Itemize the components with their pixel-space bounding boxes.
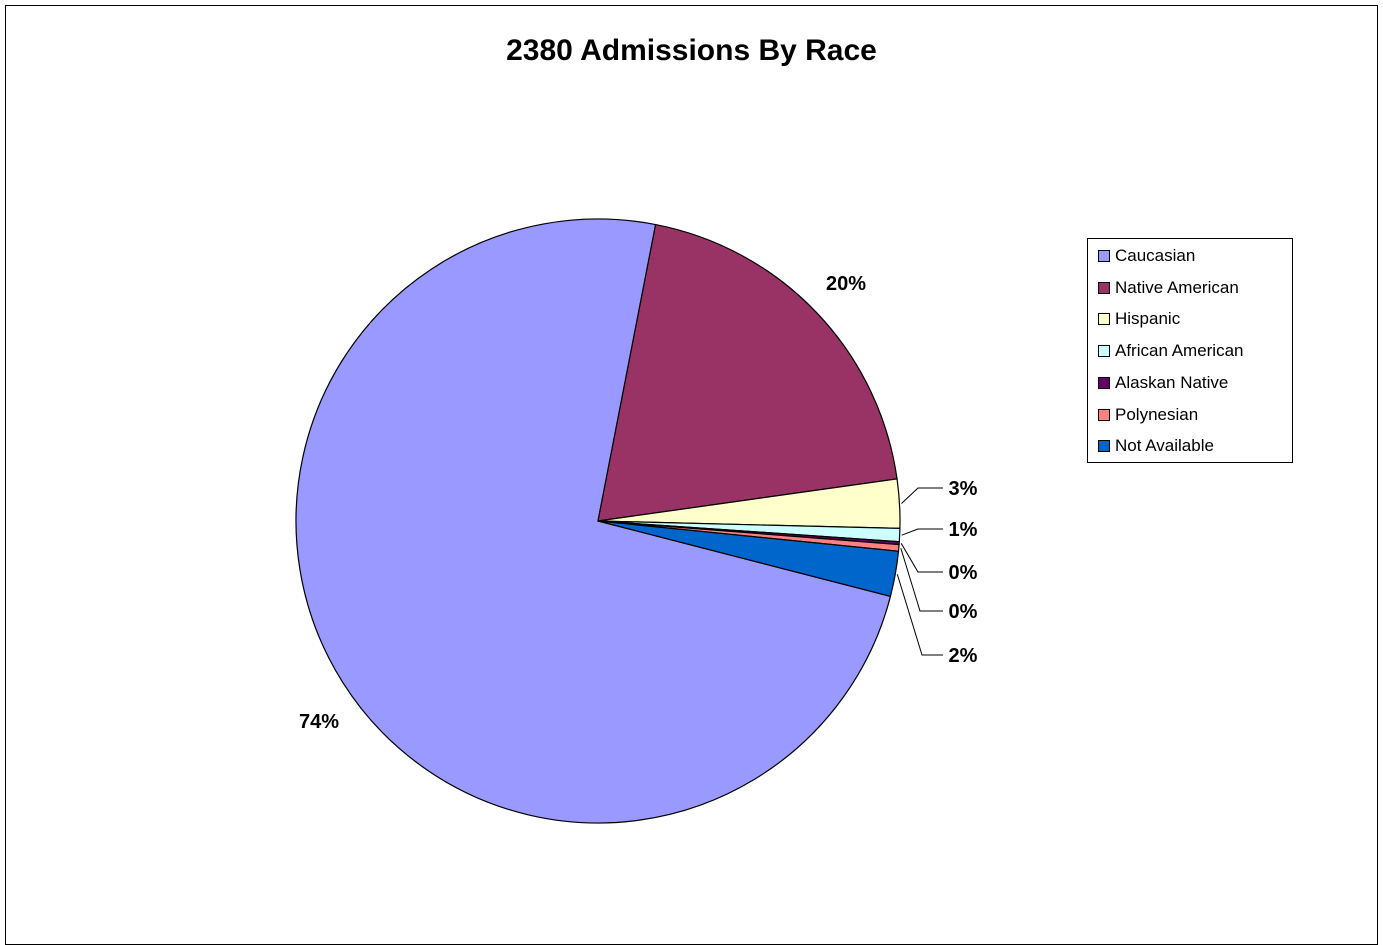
legend-label: Alaskan Native bbox=[1115, 372, 1229, 392]
legend-swatch bbox=[1098, 345, 1110, 358]
legend-label: Caucasian bbox=[1115, 246, 1196, 265]
pie-slice-not-available bbox=[597, 520, 900, 598]
data-label-polynesian: 0% bbox=[949, 601, 978, 623]
legend-label: Hispanic bbox=[1115, 309, 1181, 329]
data-label-alaskan-native: 0% bbox=[949, 562, 978, 584]
legend-item-caucasian: Caucasian bbox=[1098, 244, 1195, 268]
legend-item-alaskan-native: Alaskan Native bbox=[1098, 371, 1228, 395]
legend-item-polynesian: Polynesian bbox=[1098, 403, 1198, 427]
legend-label: Polynesian bbox=[1115, 404, 1199, 424]
legend: Caucasian Native American Hispanic African … bbox=[1087, 238, 1293, 463]
legend-label: African American bbox=[1115, 341, 1244, 361]
legend-swatch bbox=[1098, 313, 1110, 326]
legend-label: Native American bbox=[1115, 277, 1239, 297]
leader-line-polynesian bbox=[900, 547, 943, 612]
legend-item-native-american: Native American bbox=[1098, 276, 1239, 300]
data-label-not-available: 2% bbox=[949, 645, 978, 667]
legend-item-african-american: African American bbox=[1098, 339, 1244, 363]
legend-swatch bbox=[1098, 281, 1110, 294]
legend-swatch bbox=[1098, 408, 1110, 421]
legend-label: Not Available bbox=[1115, 436, 1214, 456]
legend-swatch bbox=[1098, 250, 1110, 262]
chart-title: 2380 Admissions By Race bbox=[506, 34, 877, 67]
legend-item-hispanic: Hispanic bbox=[1098, 307, 1180, 331]
leader-line-not-available bbox=[896, 574, 943, 656]
leader-line-alaskan-native bbox=[900, 543, 943, 573]
legend-swatch bbox=[1098, 440, 1110, 453]
pie-slice-caucasian bbox=[295, 218, 892, 824]
data-label-native-american: 20% bbox=[826, 273, 866, 295]
pie-slice-native-american bbox=[597, 223, 898, 522]
data-label-african-american: 1% bbox=[949, 519, 978, 541]
data-label-caucasian: 74% bbox=[299, 711, 339, 733]
leader-line-hispanic bbox=[901, 487, 943, 504]
leader-line-african-american bbox=[901, 528, 943, 536]
data-label-hispanic: 3% bbox=[949, 478, 978, 500]
legend-swatch bbox=[1098, 376, 1110, 389]
legend-item-not-available: Not Available bbox=[1098, 434, 1214, 458]
